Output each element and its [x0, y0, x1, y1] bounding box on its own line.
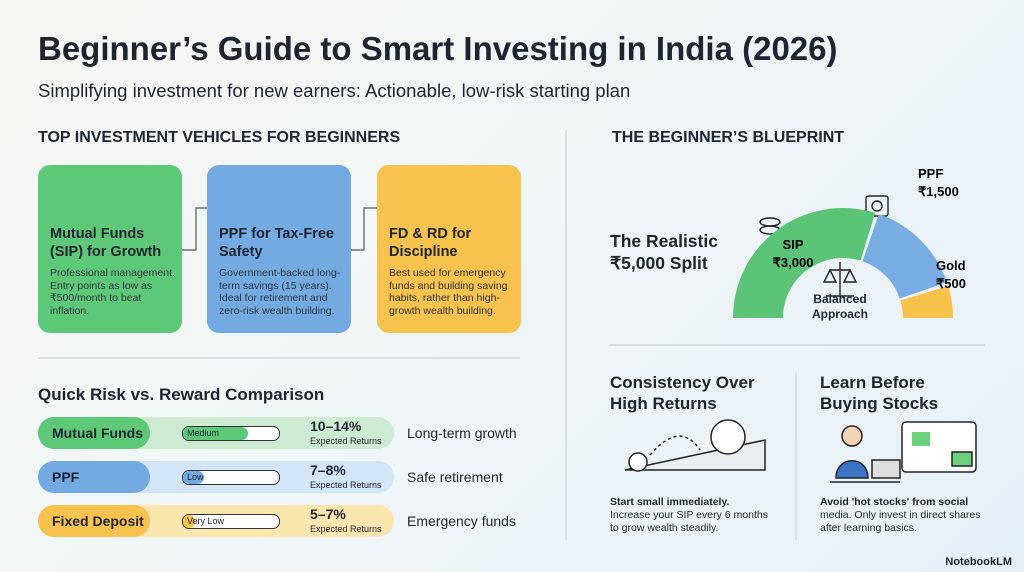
comparison-row: Fixed Deposit Very Low 5–7% Expected Return… [38, 505, 516, 537]
split-label: The Realistic ₹5,000 Split [610, 230, 718, 274]
text-line: inflation. [50, 304, 90, 317]
center-label: Balanced Approach [800, 292, 880, 322]
returns: 10–14% [310, 418, 362, 434]
text-line: Mutual Funds [50, 226, 145, 242]
text-line: PPF for Tax-Free [219, 226, 334, 242]
segment-amount: ₹1,500 [918, 184, 959, 199]
risk-fill [183, 427, 249, 440]
text-line: Discipline [389, 244, 458, 260]
returns: 5–7% [310, 506, 346, 522]
text-line: Consistency Over [610, 373, 755, 392]
card-body: Government-backed long-term savings (15 … [219, 267, 340, 317]
tip-title: Consistency Over High Returns [610, 372, 755, 414]
purpose: Long-term growth [407, 425, 517, 441]
card: Mutual Funds (SIP) for Growth Professiona… [38, 165, 182, 333]
risk-meter: Medium [182, 426, 280, 441]
risk-level: Medium [187, 428, 220, 438]
split-segment [862, 213, 948, 299]
section-heading: THE BEGINNER’S BLUEPRINT [612, 129, 845, 146]
risk-meter: Low [182, 470, 280, 485]
segment-name: Gold [936, 258, 966, 273]
text-line: Balanced [813, 292, 867, 306]
section-heading: TOP INVESTMENT VEHICLES FOR BEGINNERS [38, 129, 401, 146]
purpose: Safe retirement [407, 469, 503, 485]
risk-fill [183, 515, 195, 528]
text-line: term savings (15 years). [219, 279, 332, 292]
text-line: High Returns [610, 394, 717, 413]
text-line: Ideal for retirement and [219, 292, 328, 304]
segment-amount: ₹3,000 [773, 255, 814, 270]
text-line: Professional management. [50, 267, 175, 279]
returns-caption: Expected Returns [310, 436, 382, 446]
risk-meter: Very Low [182, 514, 280, 529]
tip-text: Start small immediately. Increase your SI… [610, 496, 768, 535]
text-line: (SIP) for Growth [50, 244, 162, 260]
connector [182, 207, 378, 251]
comparison-row: Mutual Funds Medium 10–14% Expected Returns… [38, 417, 517, 449]
card-title: Mutual Funds (SIP) for Growth [50, 225, 161, 261]
brand: NotebookLM [945, 556, 1012, 568]
tip-title: Learn Before Buying Stocks [820, 372, 938, 414]
text-line: ₹500/month to beat [50, 292, 142, 304]
text-line: Approach [811, 307, 868, 321]
risk-level: Very Low [187, 516, 225, 526]
text-line: Safety [219, 244, 263, 260]
row-name: Mutual Funds [38, 417, 150, 449]
card: PPF for Tax-Free Safety Government-backed… [207, 165, 351, 333]
text-line: habits, rather than high- [389, 292, 500, 304]
tip-lead: Start small immediately. [610, 496, 730, 508]
split-segment [733, 208, 876, 318]
card-title: PPF for Tax-Free Safety [219, 225, 334, 261]
returns-caption: Expected Returns [310, 524, 382, 534]
text-line: Entry points as low as [50, 279, 153, 292]
text-line: to grow wealth steadily. [610, 522, 719, 534]
segment-name: PPF [918, 166, 943, 181]
row-name: PPF [38, 461, 150, 493]
text-line: Learn Before [820, 373, 925, 392]
segment-amount: ₹500 [936, 276, 966, 291]
subtitle: Simplifying investment for new earners: … [38, 80, 631, 101]
card: FD & RD for Discipline Best used for emer… [377, 165, 521, 333]
text-line: ₹5,000 Split [610, 253, 708, 273]
section-heading: Quick Risk vs. Reward Comparison [38, 385, 325, 404]
returns-caption: Expected Returns [310, 480, 382, 490]
tip-lead: Avoid 'hot stocks' from social [820, 496, 969, 508]
text-line: funds and building saving [389, 279, 508, 292]
card-title: FD & RD for Discipline [389, 225, 471, 261]
text-line: Government-backed long- [219, 267, 341, 279]
text-line: after learning basics. [820, 522, 917, 534]
text-line: growth wealth building. [389, 304, 496, 317]
row-name: Fixed Deposit [38, 505, 150, 537]
text-line: Increase your SIP every 6 months [610, 509, 768, 521]
text-line: Buying Stocks [820, 394, 939, 413]
tip-body: Increase your SIP every 6 months to grow … [610, 509, 768, 535]
purpose: Emergency funds [407, 513, 516, 529]
risk-fill [183, 471, 205, 484]
text-line: Best used for emergency [389, 267, 506, 279]
returns: 7–8% [310, 462, 346, 478]
tip-text: Avoid 'hot stocks' from social media. Onl… [820, 496, 980, 535]
title: Beginner’s Guide to Smart Investing in I… [38, 30, 838, 67]
segment-name: SIP [783, 237, 804, 252]
card-body: Best used for emergency funds and buildin… [389, 267, 508, 317]
comparison-row: PPF Low 7–8% Expected Returns Safe retiremen… [38, 461, 503, 493]
text-line: media. Only invest in direct shares [820, 509, 981, 521]
text-line: The Realistic [610, 231, 718, 251]
text-line: FD & RD for [389, 226, 472, 242]
text-line: zero-risk wealth building. [219, 304, 335, 317]
risk-level: Low [187, 472, 204, 482]
split-segment [900, 285, 953, 318]
split-chart: SIP ₹3,000 PPF ₹1,500 Gold ₹500 [733, 166, 966, 318]
tip-body: media. Only invest in direct shares after… [820, 509, 980, 535]
card-body: Professional management. Entry points as … [50, 267, 175, 317]
